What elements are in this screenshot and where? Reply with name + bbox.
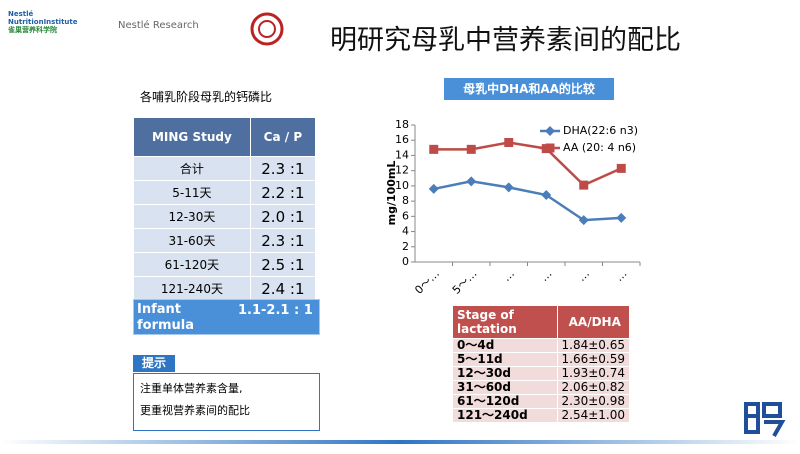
table-cell: 2.3 :1 [249, 228, 317, 253]
table-cell: 12～30d [452, 366, 558, 381]
formula-label: Infant formula [137, 302, 195, 333]
table-cell: 1.84±0.65 [556, 338, 630, 353]
point [616, 163, 626, 173]
point [504, 138, 514, 148]
table-row: 12～30d 1.93±0.74 [452, 366, 630, 381]
table-row: 61～120d 2.30±0.98 [452, 394, 630, 409]
table-cell: 2.4 :1 [249, 276, 317, 301]
y-tick-label: 4 [402, 225, 409, 238]
chart: mg/100mL 0 2 4 6 8 10 12 14 16 18 0～… 5～… … … … … DHA(22… [385, 118, 641, 297]
slide-title: 明研究母乳中营养素间的配比 [330, 25, 681, 56]
logo-glyph [744, 402, 786, 437]
y-tick-label: 16 [395, 133, 409, 146]
x-tick-label: 0～… [412, 267, 442, 297]
legend-marker [545, 143, 555, 153]
table-cell: 2.54±1.00 [556, 408, 630, 423]
logo-research: Nestlé Research [118, 20, 199, 31]
y-tick-label: 8 [402, 194, 409, 207]
table-row: 121-240天 2.4 :1 [133, 276, 317, 301]
logo-text: Nestlé [8, 10, 34, 18]
table-row: 121～240d 2.54±1.00 [452, 408, 630, 423]
tip-box: 注重单体营养素含量, 更重视营养素间的配比 [133, 373, 320, 431]
formula-box: Infant formula 1.1-2.1 : 1 [133, 299, 320, 335]
table-cell: 2.30±0.98 [556, 394, 630, 409]
point [578, 215, 589, 226]
table-cell: 12-30天 [133, 204, 251, 229]
table-row: 5-11天 2.2 :1 [133, 180, 317, 205]
aa-dha-table: Stage of lactation AA/DHA 0～4d 1.84±0.65 5～… [452, 305, 630, 423]
table-cell: 2.0 :1 [249, 204, 317, 229]
point [429, 144, 439, 154]
table-cell: 2.2 :1 [249, 180, 317, 205]
footer-strip [0, 440, 800, 444]
tip-label: 提示 [133, 355, 175, 372]
table-row: 31～60d 2.06±0.82 [452, 380, 630, 395]
table-cell: 121～240d [452, 408, 558, 423]
series-line [433, 141, 622, 187]
table-cell: 0～4d [452, 338, 558, 353]
y-tick-label: 12 [395, 164, 409, 177]
table-cell: 61-120天 [133, 252, 251, 277]
logo-text: 雀巢营养科学院 [8, 26, 57, 34]
x-tick-label: … [500, 267, 517, 284]
table-cell: 2.06±0.82 [556, 380, 630, 395]
series-line [433, 180, 622, 222]
table-cell: 5～11d [452, 352, 558, 367]
table-row: 61-120天 2.5 :1 [133, 252, 317, 277]
seal-inner [258, 20, 276, 38]
table-cell: 31～60d [452, 380, 558, 395]
logo-seal [250, 12, 284, 46]
table-row: 31-60天 2.3 :1 [133, 228, 317, 253]
point [503, 182, 514, 193]
chart-title: 母乳中DHA和AA的比较 [444, 78, 614, 100]
table-row: 0～4d 1.84±0.65 [452, 338, 630, 353]
point [466, 176, 477, 187]
x-tick-label: … [575, 267, 592, 284]
x-tick-label: 5～… [450, 267, 480, 297]
footer-logo [744, 402, 786, 437]
seal-ring [250, 12, 284, 46]
point [466, 144, 476, 154]
point [579, 180, 589, 190]
table-cell: 121-240天 [133, 276, 251, 301]
point [541, 190, 552, 201]
y-tick-label: 6 [402, 209, 409, 222]
x-tick-label: … [613, 267, 630, 284]
tip-line: 更重视营养素间的配比 [140, 404, 250, 417]
y-tick-label: 18 [395, 118, 409, 131]
table-cell: 31-60天 [133, 228, 251, 253]
table-cell: 1.66±0.59 [556, 352, 630, 367]
x-tick-label: … [538, 267, 555, 284]
table-cell: 2.5 :1 [249, 252, 317, 277]
ca-p-table: MING Study Ca / P 合计 2.3 :1 5-11天 2.2 :1 12-3… [133, 117, 317, 301]
header-cell: Stage of lactation [452, 305, 558, 339]
y-tick-label: 10 [395, 179, 409, 192]
table-cell: 1.93±0.74 [556, 366, 630, 381]
point [616, 212, 627, 223]
logo-nni: Nestlé NutritionInstitute 雀巢营养科学院 [8, 10, 78, 34]
point [428, 183, 439, 194]
table-row: 12-30天 2.0 :1 [133, 204, 317, 229]
y-tick-label: 0 [402, 255, 409, 268]
legend-label: DHA(22:6 n3) [563, 124, 638, 137]
logo-text: NutritionInstitute [8, 18, 78, 26]
tip-line: 注重单体营养素含量, [140, 382, 243, 395]
y-axis-label: mg/100mL [385, 161, 398, 226]
legend-label: AA (20: 4 n6) [563, 141, 636, 154]
header-cell: Ca / P [249, 117, 317, 157]
y-tick-label: 2 [402, 240, 409, 253]
table-cell: 5-11天 [133, 180, 251, 205]
formula-value: 1.1-2.1 : 1 [238, 303, 313, 318]
table-cell: 2.3 :1 [249, 156, 317, 181]
table-cell: 61～120d [452, 394, 558, 409]
table-caption: 各哺乳阶段母乳的钙磷比 [140, 90, 273, 104]
table-row: 5～11d 1.66±0.59 [452, 352, 630, 367]
y-tick-label: 14 [395, 148, 409, 161]
legend-marker [545, 126, 555, 136]
header-cell: AA/DHA [556, 305, 630, 339]
